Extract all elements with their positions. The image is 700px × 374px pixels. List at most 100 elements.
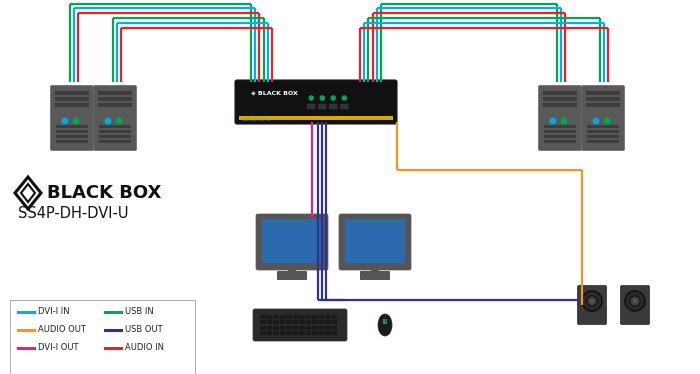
Bar [267,325,272,329]
Bar [98,103,132,107]
FancyBboxPatch shape [340,104,349,109]
Bar [332,320,337,324]
Bar [262,219,322,263]
Bar [586,103,620,107]
Bar [260,315,265,319]
Text: ◈ BLACK BOX: ◈ BLACK BOX [251,90,298,95]
Bar [305,331,311,335]
Bar [299,315,304,319]
Bar [587,125,619,128]
FancyBboxPatch shape [538,86,582,150]
Bar [293,320,298,324]
Bar [544,135,576,138]
Circle shape [104,117,111,125]
Circle shape [116,117,122,125]
Text: AUDIO OUT: AUDIO OUT [38,325,86,334]
Bar [56,140,88,143]
Bar [56,125,88,128]
Bar [318,325,324,329]
Bar [273,325,279,329]
FancyBboxPatch shape [50,86,94,150]
Bar [288,266,296,273]
Bar [99,130,131,133]
Bar [543,91,577,95]
Bar [345,219,405,263]
Bar [273,331,279,335]
Bar [286,320,291,324]
Text: USB OUT: USB OUT [125,325,162,334]
Bar [98,97,132,101]
Bar [305,320,311,324]
Bar [56,130,88,133]
Text: DVI-I IN: DVI-I IN [38,307,69,316]
Bar [286,325,291,329]
Bar [55,97,89,101]
FancyBboxPatch shape [339,214,411,270]
FancyBboxPatch shape [277,271,307,280]
Bar [273,320,279,324]
Bar [55,103,89,107]
Bar [543,103,577,107]
FancyBboxPatch shape [360,271,390,280]
Bar [325,325,330,329]
Circle shape [592,117,599,125]
Bar [587,130,619,133]
Bar [239,116,393,120]
Bar [299,320,304,324]
Circle shape [603,117,610,125]
Bar [279,325,285,329]
Bar [99,135,131,138]
FancyBboxPatch shape [94,86,136,150]
Bar [267,315,272,319]
Bar [299,325,304,329]
Bar [543,97,577,101]
Bar [56,135,88,138]
Text: BLACK BOX: BLACK BOX [47,184,162,202]
Bar [286,331,291,335]
Circle shape [550,117,556,125]
Circle shape [342,95,347,101]
Circle shape [625,291,645,311]
Bar [312,325,318,329]
Bar [312,315,318,319]
Bar [318,315,324,319]
Bar [586,91,620,95]
Bar [99,125,131,128]
Text: SS4P-DH-DVI-U: SS4P-DH-DVI-U [242,117,272,122]
FancyBboxPatch shape [620,285,650,325]
Text: USB IN: USB IN [125,307,154,316]
Bar [544,130,576,133]
Text: SS4P-DH-DVI-U: SS4P-DH-DVI-U [18,205,129,221]
Bar [286,315,291,319]
FancyBboxPatch shape [318,104,327,109]
Bar [325,315,330,319]
Bar [293,331,298,335]
FancyBboxPatch shape [256,214,328,270]
Circle shape [73,117,80,125]
Bar [279,331,285,335]
Circle shape [330,95,336,101]
FancyBboxPatch shape [329,104,337,109]
Polygon shape [21,184,35,202]
FancyBboxPatch shape [578,285,606,325]
Bar [312,331,318,335]
Bar [55,91,89,95]
Bar [325,331,330,335]
Bar [312,320,318,324]
Bar [299,331,304,335]
Bar [318,320,324,324]
Bar [586,97,620,101]
FancyBboxPatch shape [235,80,397,124]
FancyBboxPatch shape [307,104,316,109]
Polygon shape [15,177,41,209]
Ellipse shape [378,314,392,336]
Bar [332,331,337,335]
Bar [293,325,298,329]
Text: AUDIO IN: AUDIO IN [125,343,164,353]
Bar [260,320,265,324]
Bar [383,319,387,324]
Bar [10,300,195,374]
Bar [279,315,285,319]
Circle shape [309,95,314,101]
Circle shape [587,296,597,306]
